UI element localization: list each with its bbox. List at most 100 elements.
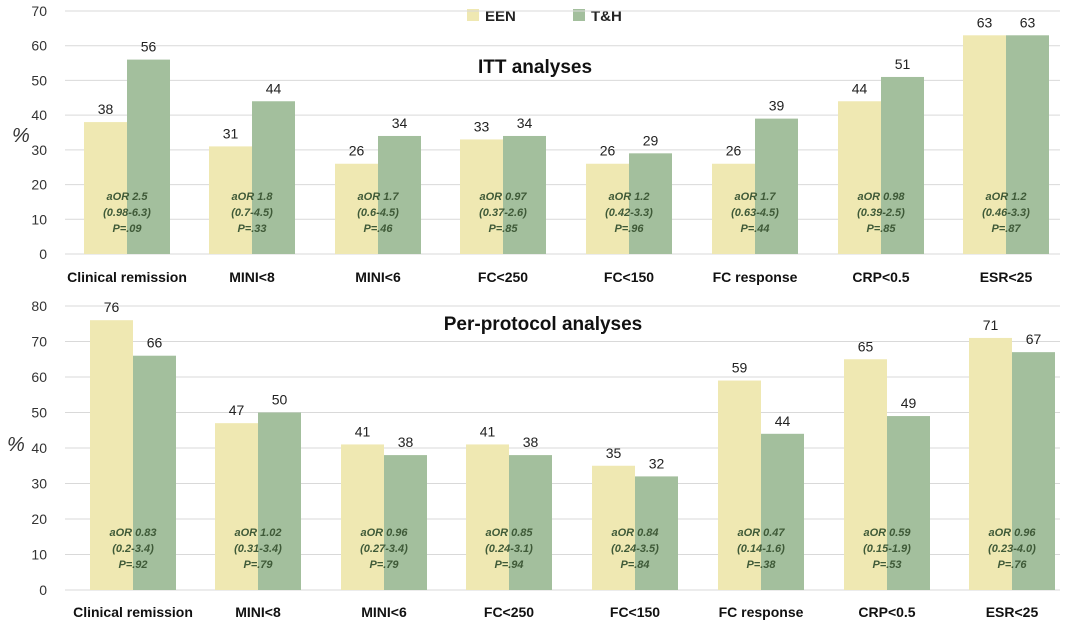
itt-y-tick-label: 70 [31, 3, 47, 19]
pp-value-label-th: 32 [649, 455, 665, 471]
pp-category-label: FC<150 [610, 604, 660, 620]
pp-bar-th [133, 355, 176, 590]
pp-bar-een [969, 337, 1012, 590]
pp-y-tick-label: 10 [31, 547, 47, 563]
pp-value-label-een: 41 [355, 423, 371, 439]
pp-bar-th [635, 476, 678, 590]
pp-bar-een [90, 320, 133, 590]
pp-bar-th [1012, 352, 1055, 590]
itt-value-labels: 38 56 31 44 26 34 33 34 26 29 26 39 44 51 63 63 [98, 14, 1036, 158]
legend-een-label: EEN [485, 8, 516, 25]
pp-value-label-th: 38 [398, 434, 414, 450]
itt-bar-th [127, 59, 170, 254]
pp-category-label: CRP<0.5 [858, 604, 915, 620]
itt-category-label: ESR<25 [980, 269, 1033, 285]
pp-title: Per-protocol analyses [444, 314, 643, 335]
itt-panel: ITT analyses % 0 10 20 30 40 50 60 70 38 56 31 44 26… [12, 3, 1060, 285]
itt-annotation: aOR 1.2 (0.46-3.3) P=.87 [982, 191, 1030, 235]
itt-value-label-th: 34 [392, 115, 408, 131]
itt-annotations: aOR 2.5 (0.98-6.3) P=.09 aOR 1.8 (0.7-4.5) P=… [103, 191, 1030, 235]
pp-value-label-th: 44 [775, 413, 791, 429]
pp-category-labels: Clinical remission MINI<8 MINI<6 FC<250 FC<1… [73, 604, 1038, 620]
itt-annotation: aOR 1.8 (0.7-4.5) P=.33 [231, 191, 273, 235]
itt-category-labels: Clinical remission MINI<8 MINI<6 FC<250 FC<1… [67, 269, 1032, 285]
itt-bar-th [629, 153, 672, 254]
pp-value-label-th: 38 [523, 434, 539, 450]
pp-value-label-th: 50 [272, 392, 288, 408]
itt-value-label-een: 63 [977, 14, 993, 30]
itt-value-label-th: 39 [769, 98, 785, 114]
itt-annotation: aOR 1.7 (0.63-4.5) P=.44 [731, 191, 779, 235]
pp-bar-een [215, 423, 258, 590]
pp-y-tick-label: 80 [31, 298, 47, 314]
pp-annotations: aOR 0.83 (0.2-3.4) P=.92 aOR 1.02 (0.31-3.4)… [109, 527, 1036, 571]
itt-bar-een [460, 139, 503, 254]
itt-value-label-een: 31 [223, 125, 239, 141]
itt-category-label: CRP<0.5 [852, 269, 909, 285]
itt-value-label-th: 56 [141, 39, 157, 55]
itt-bar-th [252, 101, 295, 254]
itt-annotation: aOR 0.97 (0.37-2.6) P=.85 [479, 191, 527, 235]
itt-bar-th [755, 118, 798, 254]
itt-annotation: aOR 2.5 (0.98-6.3) P=.09 [103, 191, 151, 235]
itt-bars [84, 35, 1049, 254]
itt-bar-th [503, 135, 546, 254]
legend-een-swatch [467, 9, 479, 21]
pp-bar-th [384, 455, 427, 590]
legend-th-swatch [573, 9, 585, 21]
itt-category-label: MINI<6 [355, 269, 401, 285]
pp-bar-th [258, 412, 301, 590]
pp-value-label-th: 49 [901, 395, 917, 411]
itt-bar-een [84, 122, 127, 254]
pp-bar-een [718, 380, 761, 590]
pp-category-label: MINI<6 [361, 604, 407, 620]
itt-value-label-een: 26 [349, 143, 365, 159]
pp-y-tick-label: 30 [31, 476, 47, 492]
itt-category-label: FC response [713, 269, 798, 285]
legend-th-label: T&H [591, 8, 622, 25]
itt-y-tick-label: 10 [31, 211, 47, 227]
itt-annotation: aOR 0.98 (0.39-2.5) P=.85 [857, 191, 905, 235]
itt-ylabel: % [12, 125, 30, 147]
pp-annotation: aOR 0.59 (0.15-1.9) P=.53 [863, 527, 911, 571]
itt-category-label: MINI<8 [229, 269, 275, 285]
itt-value-label-een: 44 [852, 80, 868, 96]
itt-bar-th [1006, 35, 1049, 254]
pp-y-tick-label: 40 [31, 440, 47, 456]
pp-y-tick-label: 0 [39, 582, 47, 598]
itt-y-tick-label: 30 [31, 142, 47, 158]
pp-value-label-een: 76 [104, 299, 120, 315]
itt-value-label-th: 29 [643, 132, 659, 148]
pp-y-tick-label: 50 [31, 405, 47, 421]
itt-bar-een [963, 35, 1006, 254]
itt-y-tick-label: 0 [39, 246, 47, 262]
pp-annotation: aOR 1.02 (0.31-3.4) P=.79 [234, 527, 282, 571]
pp-annotation: aOR 0.96 (0.27-3.4) P=.79 [360, 527, 408, 571]
itt-bar-een [712, 163, 755, 254]
itt-bar-th [378, 135, 421, 254]
itt-value-label-een: 33 [474, 118, 490, 134]
pp-annotation: aOR 0.84 (0.24-3.5) P=.84 [611, 527, 659, 571]
pp-value-label-een: 71 [983, 317, 999, 333]
itt-annotation: aOR 1.7 (0.6-4.5) P=.46 [357, 191, 399, 235]
pp-y-tick-label: 70 [31, 334, 47, 350]
itt-y-tick-label: 20 [31, 177, 47, 193]
legend: EEN T&H [467, 8, 622, 25]
itt-bar-een [209, 146, 252, 254]
pp-bar-een [844, 359, 887, 590]
pp-value-labels: 76 66 47 50 41 38 41 38 35 32 59 44 65 49 71 67 [104, 299, 1042, 471]
pp-category-label: FC<250 [484, 604, 534, 620]
pp-bar-een [466, 444, 509, 590]
itt-value-label-een: 26 [600, 143, 616, 159]
itt-bar-een [838, 101, 881, 254]
pp-annotation: aOR 0.85 (0.24-3.1) P=.94 [485, 527, 533, 571]
pp-ylabel: % [7, 434, 25, 456]
pp-category-label: Clinical remission [73, 604, 193, 620]
pp-value-label-een: 41 [480, 423, 496, 439]
pp-category-label: FC response [719, 604, 804, 620]
itt-value-label-th: 63 [1020, 14, 1036, 30]
pp-bar-th [761, 433, 804, 590]
itt-value-label-th: 34 [517, 115, 533, 131]
pp-panel: Per-protocol analyses % 0 10 20 30 40 50 60 70 8… [7, 298, 1060, 620]
